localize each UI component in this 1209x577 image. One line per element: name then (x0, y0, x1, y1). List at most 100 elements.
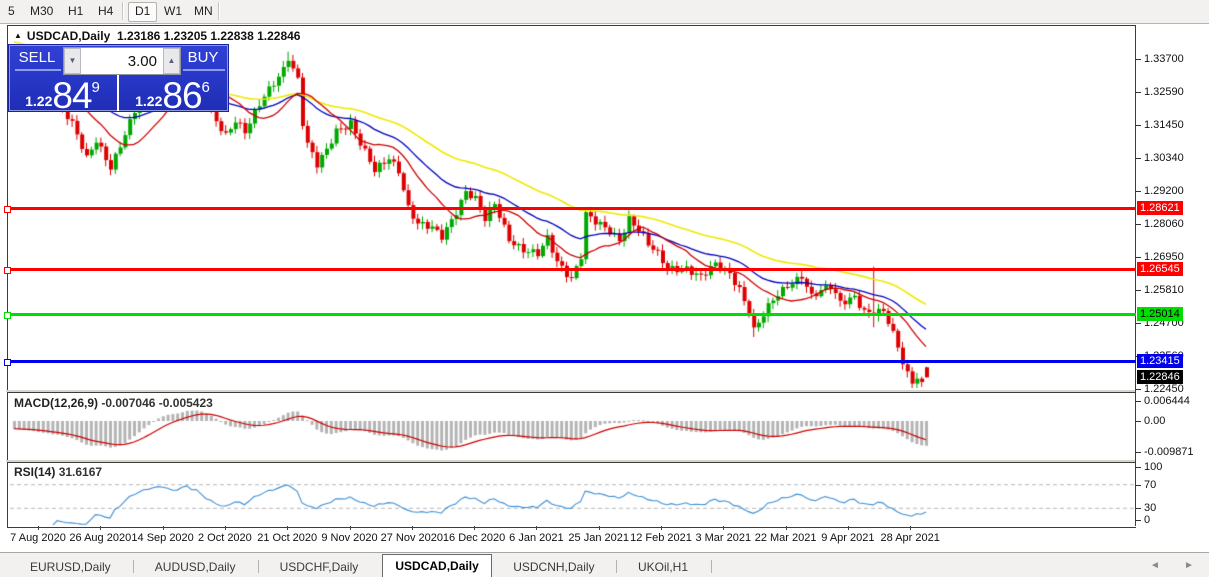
toolbar-separator (218, 2, 220, 20)
rsi-tick-label: 30 (1144, 502, 1157, 515)
axis-tick-mark (1136, 190, 1141, 192)
buy-price[interactable]: 1.22866 (119, 75, 226, 116)
horizontal-level-line-1.26545[interactable] (10, 267, 1136, 271)
macd-tick-label: 0.006444 (1144, 395, 1190, 408)
tab-scroll-left-icon[interactable]: ◄ (1150, 560, 1160, 571)
rsi-tick-label: 70 (1144, 478, 1157, 491)
date-axis-label: 12 Feb 2021 (630, 532, 692, 544)
timeframe-button-mn[interactable]: MN (194, 4, 213, 18)
horizontal-level-line-1.23415[interactable] (10, 359, 1136, 363)
price-tick-label: 1.22450 (1144, 382, 1184, 395)
macd-tick-label: 0.00 (1144, 415, 1166, 427)
rsi-tick-label: 100 (1144, 461, 1163, 473)
tab-audusd-daily[interactable]: AUDUSD,Daily (154, 560, 236, 574)
date-tick-mark (847, 526, 849, 530)
date-axis-label: 22 Mar 2021 (754, 532, 817, 544)
sell-price-pip: 9 (91, 79, 100, 96)
date-tick-mark (536, 526, 538, 530)
price-tick-label: 1.33700 (1144, 53, 1184, 65)
volume-control: ▼ ▲ (63, 47, 181, 75)
tab-eurusd-daily[interactable]: EURUSD,Daily (30, 560, 111, 574)
current-price-badge: 1.22846 (1137, 370, 1183, 385)
tab-ukoil-h1[interactable]: UKOil,H1 (638, 560, 689, 574)
date-axis-label: 7 Aug 2020 (10, 532, 66, 544)
price-tick-label: 1.25810 (1144, 284, 1184, 297)
buy-button[interactable]: BUY (187, 49, 219, 66)
axis-tick-mark (1136, 91, 1141, 93)
sell-underline (15, 69, 61, 71)
tab-separator (257, 560, 259, 573)
price-tick-label: 1.30340 (1144, 151, 1184, 164)
tab-usdchf-daily[interactable]: USDCHF,Daily (279, 560, 359, 574)
volume-increase-button[interactable]: ▲ (163, 48, 180, 74)
level-price-badge: 1.26545 (1137, 261, 1183, 276)
axis-tick-mark (1136, 59, 1141, 60)
collapse-arrow-icon[interactable]: ▲ (14, 31, 22, 40)
date-tick-mark (785, 526, 787, 530)
axis-tick-mark (1136, 224, 1141, 226)
date-tick-mark (38, 526, 39, 530)
level-line-handle[interactable] (4, 311, 11, 319)
macd-tick-label: -0.009871 (1144, 445, 1194, 458)
date-axis-label: 14 Sep 2020 (131, 532, 194, 544)
price-tick-label: 1.31450 (1144, 118, 1184, 131)
level-price-badge: 1.25014 (1137, 306, 1183, 321)
timeframe-button-w1[interactable]: W1 (164, 4, 182, 18)
timeframe-button-h4[interactable]: H4 (98, 4, 114, 18)
buy-price-big: 86 (162, 75, 202, 116)
date-tick-mark (287, 526, 289, 530)
rsi-name: RSI(14) (14, 465, 56, 479)
date-tick-mark (474, 526, 476, 530)
level-line-handle[interactable] (4, 358, 11, 366)
sell-price[interactable]: 1.22849 (9, 75, 116, 116)
buy-price-prefix: 1.22 (135, 93, 163, 109)
tab-scroll-right-icon[interactable]: ► (1184, 560, 1194, 571)
price-axis: 1.33700 1.32590 1.31450 1.30340 1.29200 1.280… (1136, 24, 1209, 552)
chart-symbol-label: USDCAD,Daily (26, 29, 111, 43)
sell-button[interactable]: SELL (18, 49, 56, 66)
tab-usdcad-daily[interactable]: USDCAD,Daily (382, 554, 492, 577)
date-axis-label: 6 Jan 2021 (509, 532, 564, 544)
macd-hist-value: -0.007046 (101, 396, 156, 410)
axis-tick-mark (1136, 256, 1141, 258)
pane-splitter[interactable] (6, 390, 1209, 392)
date-tick-mark (411, 526, 413, 530)
timeframe-toolbar: 5 M30 H1 H4 D1 W1 MN (0, 0, 1209, 24)
date-axis-label: 9 Nov 2020 (321, 532, 378, 544)
timeframe-button-h1[interactable]: H1 (68, 4, 84, 18)
timeframe-button-m30[interactable]: M30 (30, 4, 54, 18)
axis-tick-mark (1136, 467, 1141, 468)
tab-usdcnh-daily[interactable]: USDCNH,Daily (513, 560, 595, 574)
volume-decrease-button[interactable]: ▼ (64, 48, 81, 74)
chart-title: ▲ USDCAD,Daily 1.23186 1.23205 1.22838 1.… (14, 29, 300, 43)
timeframe-button-5[interactable]: 5 (8, 4, 15, 18)
axis-tick-mark (1136, 520, 1141, 521)
timeframe-button-d1[interactable]: D1 (128, 2, 158, 22)
level-line-handle[interactable] (4, 205, 11, 213)
date-axis-label: 16 Dec 2020 (442, 532, 506, 544)
chart-ohlc-values: 1.23186 1.23205 1.22838 1.22846 (116, 29, 301, 43)
axis-tick-mark (1136, 124, 1141, 126)
date-tick-mark (162, 526, 164, 530)
level-price-badge: 1.23415 (1137, 353, 1183, 368)
date-axis-label: 2 Oct 2020 (197, 532, 252, 544)
rsi-pane-label: RSI(14) 31.6167 (14, 465, 102, 479)
tab-separator (616, 560, 617, 573)
level-line-handle[interactable] (4, 266, 11, 274)
axis-tick-mark (1136, 157, 1141, 159)
horizontal-level-line-1.25014[interactable] (10, 312, 1136, 316)
macd-name: MACD(12,26,9) (14, 396, 99, 410)
date-tick-mark (910, 526, 912, 530)
one-click-trade-panel: SELL ▼ ▲ BUY 1.22849 1.22866 (8, 44, 229, 116)
tab-separator (132, 560, 134, 573)
pane-splitter[interactable] (6, 460, 1209, 462)
chart-tab-bar: EURUSD,Daily AUDUSD,Daily USDCHF,Daily USDC… (0, 552, 1209, 577)
price-tick-label: 1.26950 (1144, 250, 1184, 263)
volume-input[interactable] (81, 48, 163, 74)
tab-separator (711, 560, 713, 573)
date-axis-label: 27 Nov 2020 (380, 532, 443, 544)
price-tick-label: 1.32590 (1144, 85, 1184, 98)
macd-signal-value: -0.005423 (158, 396, 213, 410)
rsi-value: 31.6167 (58, 465, 103, 479)
horizontal-level-line-1.28621[interactable] (10, 206, 1136, 210)
